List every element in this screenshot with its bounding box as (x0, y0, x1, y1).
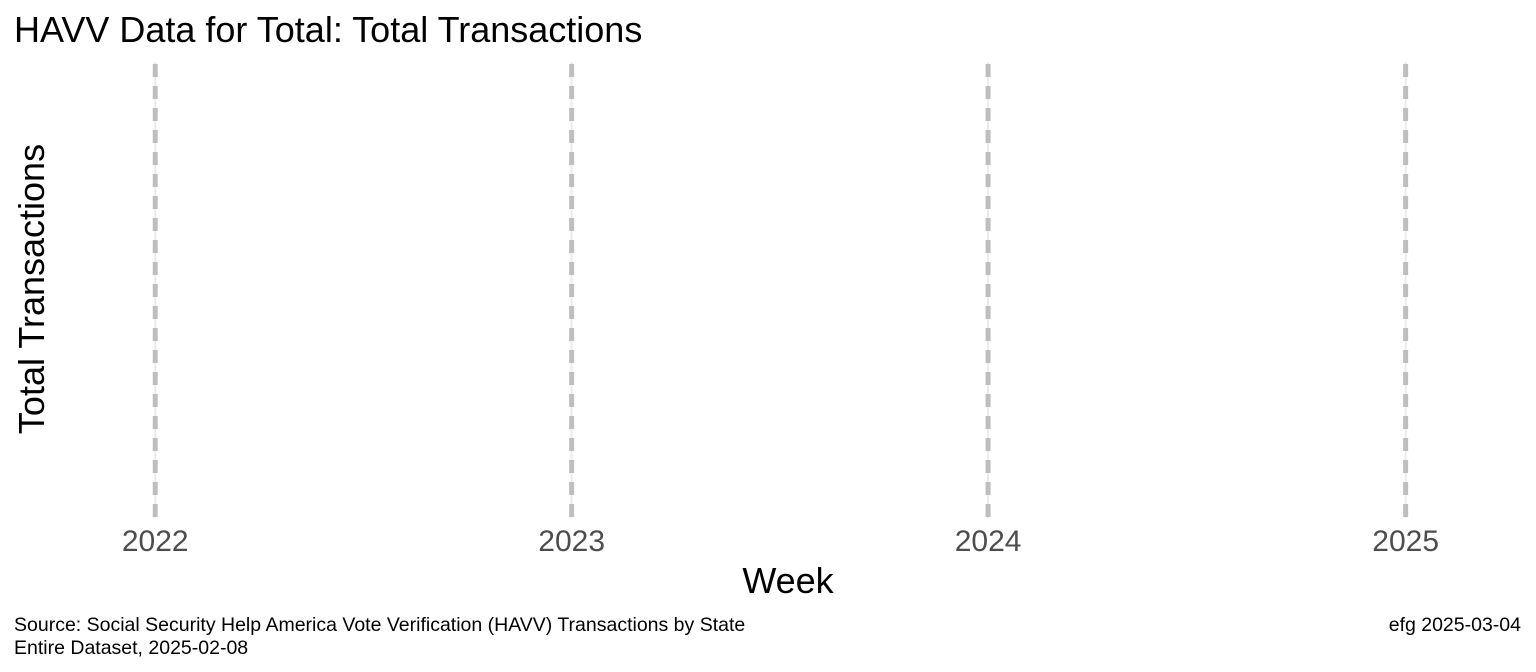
x-axis-title: Week (742, 560, 834, 601)
reference-lines (152, 64, 1409, 518)
caption-dataset: Entire Dataset, 2025-02-08 (14, 637, 248, 659)
plot-area: 2022 2023 2024 2025 (122, 62, 1439, 558)
x-tick-label-2022: 2022 (122, 525, 189, 558)
y-axis-title: Total Transactions (11, 144, 52, 434)
caption-source: Source: Social Security Help America Vot… (14, 614, 745, 636)
x-tick-label-2024: 2024 (955, 525, 1022, 558)
chart-title: HAVV Data for Total: Total Transactions (14, 9, 642, 50)
caption-credit: efg 2025-03-04 (1389, 614, 1521, 636)
x-tick-label-2023: 2023 (538, 525, 605, 558)
x-axis-ticks: 2022 2023 2024 2025 (122, 525, 1439, 558)
x-tick-label-2025: 2025 (1372, 525, 1439, 558)
